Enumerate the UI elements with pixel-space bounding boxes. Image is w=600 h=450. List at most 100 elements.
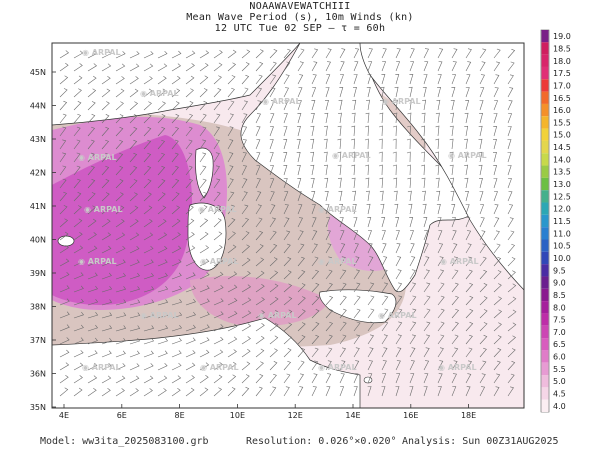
colorbar-swatch xyxy=(541,202,549,215)
colorbar-swatch xyxy=(541,251,549,265)
lat-label: 35N xyxy=(30,403,46,412)
watermark-text: ◉ ARPAL xyxy=(84,205,123,214)
colorbar-swatch xyxy=(541,116,549,129)
colorbar-label: 18.0 xyxy=(553,57,571,66)
colorbar-label: 15.0 xyxy=(553,131,571,140)
watermark-text: ◉ ARPAL xyxy=(448,151,487,160)
colorbar-label: 5.0 xyxy=(553,377,566,386)
watermark-text: ◉ ARPAL xyxy=(438,363,477,372)
colorbar-swatch xyxy=(541,79,549,92)
lon-label: 16E xyxy=(403,411,418,420)
colorbar-swatch xyxy=(541,177,549,191)
watermark-text: ◉ ARPAL xyxy=(332,151,371,160)
watermark-text: ◉ ARPAL xyxy=(198,205,237,214)
colorbar-label: 9.5 xyxy=(553,266,566,275)
lon-label: 12E xyxy=(288,411,303,420)
watermark-text: ◉ ARPAL xyxy=(140,89,179,98)
wave-field-pink-tyrrhenian xyxy=(190,276,330,327)
plot-frame xyxy=(51,42,525,409)
colorbar-swatch xyxy=(541,103,549,117)
colorbar-swatch xyxy=(541,387,549,400)
colorbar-label: 15.5 xyxy=(553,118,571,127)
colorbar-swatch xyxy=(541,227,549,240)
watermark-text: ◉ ARPAL xyxy=(258,311,297,320)
forecast-time: 12 UTC Tue 02 SEP – τ = 60h xyxy=(214,23,386,34)
colorbar-label: 14.5 xyxy=(553,143,571,152)
colorbar-label: 16.5 xyxy=(553,94,571,103)
watermark-text: ◉ ARPAL xyxy=(318,363,357,372)
colorbar-label: 12.5 xyxy=(553,192,571,201)
lat-label: 42N xyxy=(30,169,46,178)
colorbar-label: 17.5 xyxy=(553,69,571,78)
colorbar-swatch xyxy=(541,399,549,412)
lat-label: 39N xyxy=(30,269,46,278)
lon-label: 10E xyxy=(230,411,245,420)
colorbar-swatch xyxy=(541,153,549,166)
colorbar-swatch xyxy=(541,276,549,289)
colorbar-label: 11.0 xyxy=(553,229,571,238)
watermark-text: ◉ ARPAL xyxy=(318,257,357,266)
watermark-text: ◉ ARPAL xyxy=(318,205,357,214)
colorbar-label: 13.0 xyxy=(553,180,571,189)
lon-label: 14E xyxy=(345,411,360,420)
colorbar-label: 6.5 xyxy=(553,340,566,349)
lat-label: 43N xyxy=(30,135,46,144)
lat-label: 44N xyxy=(30,102,46,111)
colorbar-label: 18.5 xyxy=(553,44,571,53)
lat-label: 45N xyxy=(30,68,46,77)
colorbar-label: 6.0 xyxy=(553,353,566,362)
colorbar-swatch xyxy=(541,140,549,154)
colorbar-swatch xyxy=(541,190,549,203)
watermark-text: ◉ ARPAL xyxy=(200,257,239,266)
colorbar-swatch xyxy=(541,350,549,363)
colorbar-swatch xyxy=(541,239,549,252)
footer-analysis: Analysis: Sun 00Z31AUG2025 xyxy=(402,436,559,447)
colorbar-label: 5.5 xyxy=(553,365,566,374)
colorbar-label: 8.5 xyxy=(553,291,566,300)
watermark-text: ◉ ARPAL xyxy=(382,97,421,106)
colorbar-label: 12.0 xyxy=(553,205,571,214)
colorbar-label: 11.5 xyxy=(553,217,571,226)
colorbar-swatch xyxy=(541,165,549,178)
colorbar-swatch xyxy=(541,288,549,302)
colorbar-label: 14.0 xyxy=(553,155,571,164)
colorbar-label: 10.0 xyxy=(553,254,571,263)
watermark-text: ◉ ARPAL xyxy=(140,311,179,320)
colorbar-swatch xyxy=(541,54,549,67)
island-minorca xyxy=(57,235,75,247)
colorbar: 19.0 18.5 18.0 17.5 17.0 16.5 16.0 15.5 15.0 14.5… xyxy=(540,29,571,413)
colorbar-label: 17.0 xyxy=(553,81,571,90)
lat-label: 40N xyxy=(30,236,46,245)
island-malta xyxy=(363,376,373,384)
colorbar-label: 9.0 xyxy=(553,279,566,288)
watermark-text: ◉ ARPAL xyxy=(440,257,479,266)
lat-label: 36N xyxy=(30,370,46,379)
chart-subtitle: Mean Wave Period (s), 10m Winds (kn) xyxy=(186,12,414,23)
watermarks: ◉ ARPAL ◉ ARPAL ◉ ARPAL ◉ ARPAL ◉ ARPAL ◉ ARP… xyxy=(78,48,487,372)
colorbar-swatch xyxy=(541,91,549,104)
colorbar-swatch xyxy=(541,42,549,55)
lon-label: 8E xyxy=(175,411,185,420)
chart-title: NOAAWAVEWATCHIII xyxy=(249,1,351,12)
colorbar-label: 7.5 xyxy=(553,316,566,325)
footer-model: Model: ww3ita_2025083100.grb xyxy=(40,436,209,447)
coastline-sardinia xyxy=(187,202,227,271)
lon-label: 4E xyxy=(59,411,69,420)
watermark-text: ◉ ARPAL xyxy=(82,363,121,372)
colorbar-label: 7.0 xyxy=(553,328,566,337)
wind-barbs xyxy=(59,48,517,397)
footer-resolution: Resolution: 0.026°×0.020° xyxy=(246,436,397,447)
longitude-labels: 4E 6E 8E 10E 12E 14E 16E 18E xyxy=(59,404,476,420)
colorbar-label: 4.0 xyxy=(553,402,566,411)
watermark-text: ◉ ARPAL xyxy=(78,153,117,162)
lat-label: 38N xyxy=(30,303,46,312)
watermark-text: ◉ ARPAL xyxy=(200,363,239,372)
coastline-italy xyxy=(240,43,475,293)
colorbar-swatch xyxy=(541,301,549,314)
colorbar-label: 4.5 xyxy=(553,390,566,399)
colorbar-label: 16.0 xyxy=(553,106,571,115)
colorbar-swatch xyxy=(541,128,549,141)
lat-label: 37N xyxy=(30,336,46,345)
colorbar-swatch xyxy=(541,264,549,277)
colorbar-swatch xyxy=(541,362,549,376)
